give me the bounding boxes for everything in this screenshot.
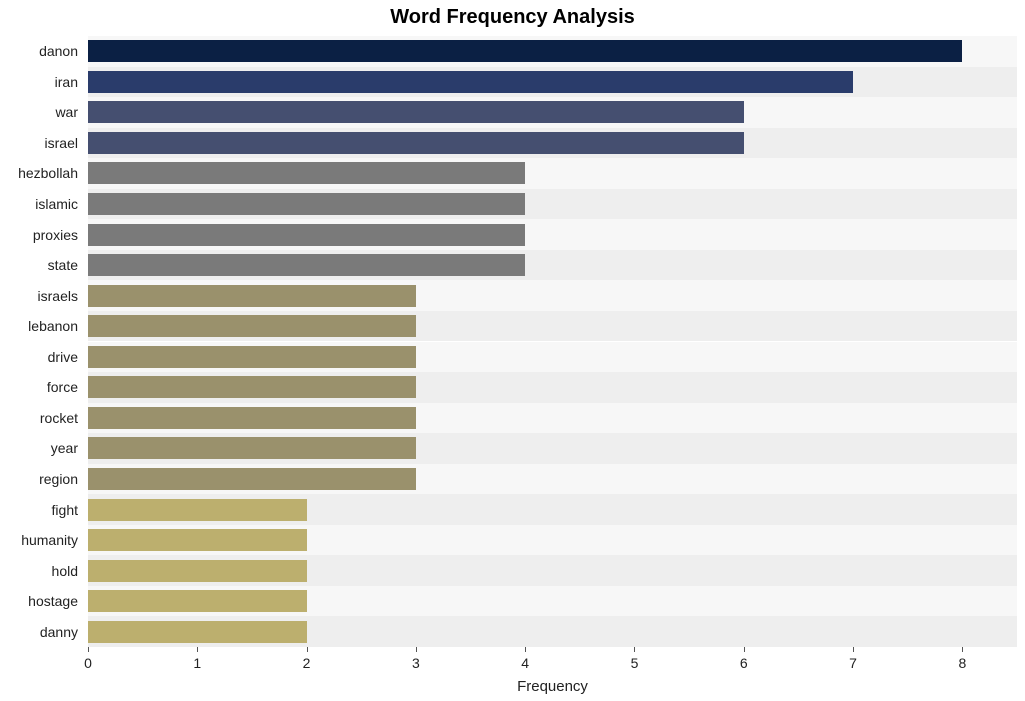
x-tick-mark bbox=[307, 647, 308, 652]
bar bbox=[88, 193, 525, 215]
y-tick-label: humanity bbox=[0, 533, 78, 547]
x-tick-mark bbox=[88, 647, 89, 652]
x-tick-label: 1 bbox=[193, 656, 201, 670]
bar bbox=[88, 254, 525, 276]
x-tick-label: 5 bbox=[631, 656, 639, 670]
bar bbox=[88, 224, 525, 246]
y-tick-label: war bbox=[0, 105, 78, 119]
y-tick-label: hold bbox=[0, 564, 78, 578]
bar bbox=[88, 101, 744, 123]
y-tick-label: proxies bbox=[0, 228, 78, 242]
bar bbox=[88, 132, 744, 154]
bar bbox=[88, 560, 307, 582]
y-tick-label: region bbox=[0, 472, 78, 486]
bar bbox=[88, 499, 307, 521]
bar bbox=[88, 529, 307, 551]
bar bbox=[88, 407, 416, 429]
chart-title: Word Frequency Analysis bbox=[0, 6, 1025, 29]
y-tick-label: danny bbox=[0, 625, 78, 639]
y-tick-label: islamic bbox=[0, 197, 78, 211]
x-tick-mark bbox=[744, 647, 745, 652]
bar bbox=[88, 621, 307, 643]
x-tick-label: 3 bbox=[412, 656, 420, 670]
bar bbox=[88, 437, 416, 459]
x-axis-title: Frequency bbox=[88, 678, 1017, 695]
x-tick-label: 4 bbox=[521, 656, 529, 670]
y-tick-label: force bbox=[0, 380, 78, 394]
chart-container: Word Frequency Analysis Frequency danon i… bbox=[0, 0, 1025, 701]
y-tick-label: israel bbox=[0, 136, 78, 150]
bar bbox=[88, 346, 416, 368]
bar bbox=[88, 71, 853, 93]
y-tick-label: danon bbox=[0, 44, 78, 58]
y-tick-label: lebanon bbox=[0, 319, 78, 333]
y-tick-label: israels bbox=[0, 289, 78, 303]
x-tick-mark bbox=[525, 647, 526, 652]
y-tick-label: drive bbox=[0, 350, 78, 364]
x-tick-mark bbox=[634, 647, 635, 652]
x-tick-mark bbox=[853, 647, 854, 652]
bar bbox=[88, 285, 416, 307]
x-tick-mark bbox=[197, 647, 198, 652]
y-tick-label: hostage bbox=[0, 594, 78, 608]
x-tick-mark bbox=[416, 647, 417, 652]
x-tick-label: 8 bbox=[958, 656, 966, 670]
x-tick-label: 7 bbox=[849, 656, 857, 670]
y-tick-label: iran bbox=[0, 75, 78, 89]
bar bbox=[88, 40, 962, 62]
y-tick-label: hezbollah bbox=[0, 166, 78, 180]
x-tick-label: 2 bbox=[303, 656, 311, 670]
bar bbox=[88, 315, 416, 337]
y-tick-label: year bbox=[0, 441, 78, 455]
bar bbox=[88, 468, 416, 490]
y-tick-label: rocket bbox=[0, 411, 78, 425]
y-tick-label: fight bbox=[0, 503, 78, 517]
x-tick-label: 6 bbox=[740, 656, 748, 670]
bar bbox=[88, 590, 307, 612]
x-tick-label: 0 bbox=[84, 656, 92, 670]
plot-area bbox=[88, 36, 1017, 647]
x-tick-mark bbox=[962, 647, 963, 652]
y-tick-label: state bbox=[0, 258, 78, 272]
bar bbox=[88, 376, 416, 398]
bar bbox=[88, 162, 525, 184]
